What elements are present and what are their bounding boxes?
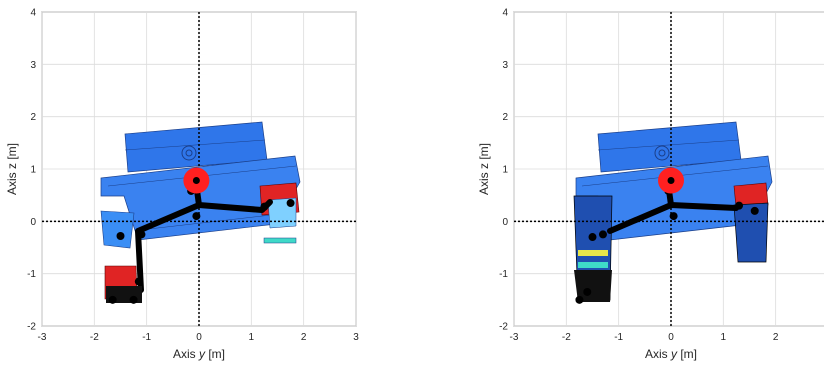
link-point <box>286 199 295 208</box>
link-point <box>750 206 759 215</box>
x-tick-label: -1 <box>614 332 623 343</box>
link-point <box>583 287 592 296</box>
link-points <box>575 186 759 304</box>
y-tick-label: -2 <box>499 322 508 333</box>
link-point <box>108 295 117 304</box>
vehicle-model <box>573 121 773 303</box>
y-tick-label: 0 <box>502 217 508 228</box>
link-point <box>129 295 138 304</box>
left-track-accent <box>578 250 608 256</box>
link-point <box>588 233 597 242</box>
y-tick-label: -1 <box>27 269 36 280</box>
link-points <box>108 178 295 304</box>
y-axis-label: Axis z [m] <box>5 143 19 195</box>
center-of-mass-dot <box>667 177 675 185</box>
x-axis-label: Axis y [m] <box>645 347 697 361</box>
y-tick-label: 2 <box>30 112 36 123</box>
right-track-shape <box>733 202 769 263</box>
y-tick-label: 0 <box>30 217 36 228</box>
y-tick-label: 4 <box>30 8 36 19</box>
x-tick-label: 2 <box>301 332 307 343</box>
x-tick-label: -3 <box>510 332 519 343</box>
y-tick-label: -2 <box>27 322 36 333</box>
x-tick-label: -2 <box>90 332 99 343</box>
right-accent-bar <box>263 237 297 244</box>
link-point <box>669 212 678 221</box>
x-tick-label: 2 <box>773 332 779 343</box>
x-tick-label: 1 <box>721 332 727 343</box>
link-point <box>575 295 584 304</box>
link-point <box>192 212 201 221</box>
x-tick-label: -3 <box>38 332 47 343</box>
y-axis-label: Axis z [m] <box>477 143 491 195</box>
link-point <box>116 231 125 240</box>
link-point <box>598 230 607 239</box>
x-axis-label: Axis y [m] <box>173 347 225 361</box>
y-tick-label: 2 <box>502 112 508 123</box>
x-tick-label: -1 <box>142 332 151 343</box>
y-tick-label: 3 <box>502 60 508 71</box>
x-tick-label: -2 <box>562 332 571 343</box>
link-point <box>134 277 143 286</box>
suspension-links <box>135 180 273 293</box>
x-tick-label: 0 <box>196 332 202 343</box>
x-tick-label: 0 <box>668 332 674 343</box>
x-tick-label: 3 <box>353 332 359 343</box>
y-tick-label: -1 <box>499 269 508 280</box>
link-point <box>735 201 744 210</box>
y-tick-label: 3 <box>30 60 36 71</box>
y-tick-label: 1 <box>30 165 36 176</box>
link-point <box>137 230 146 239</box>
x-tick-label: 1 <box>249 332 255 343</box>
link-point <box>260 202 269 211</box>
y-tick-label: 4 <box>502 8 508 19</box>
left-side-box <box>100 210 135 249</box>
center-of-mass-dot <box>192 177 200 185</box>
y-tick-label: 1 <box>502 165 508 176</box>
